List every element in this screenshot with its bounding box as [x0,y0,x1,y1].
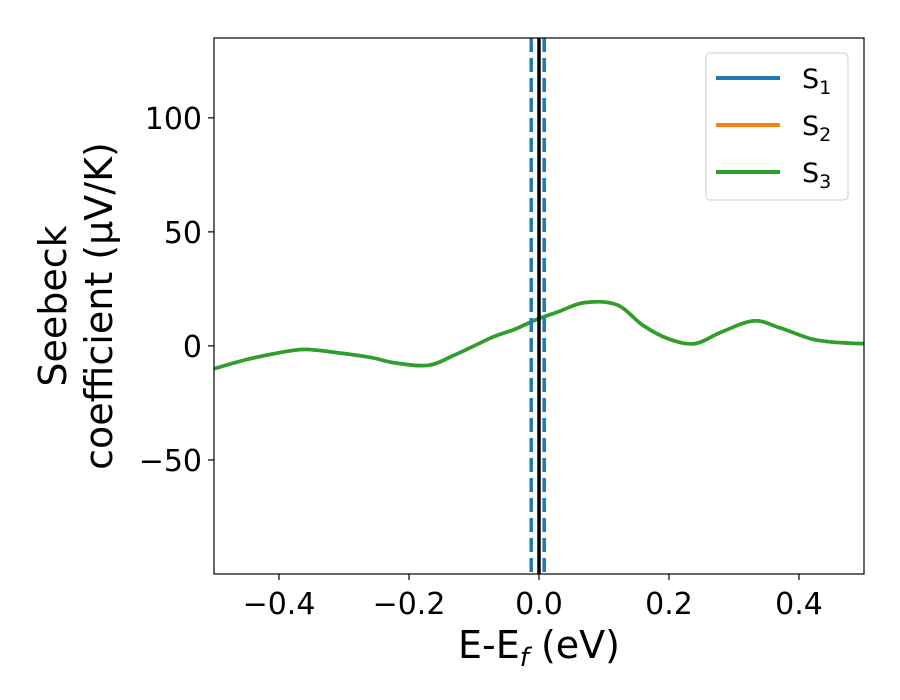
x-axis-label: E-Ef (eV) [458,623,620,673]
y-axis-ticks: −50 0 50 100 [139,102,214,479]
y-tick-label: 100 [145,102,202,137]
x-tick-label: 0.2 [645,587,693,622]
y-tick-label: 50 [164,216,202,251]
x-tick-label: 0.4 [775,587,823,622]
legend-entry-label: S3 [802,158,831,193]
legend: S1 S2 S3 [705,52,849,201]
legend-entry-label: S1 [802,64,831,99]
y-axis-label-line2: coefficient (μV/K) [77,142,121,470]
x-axis-ticks: −0.4 −0.2 0.0 0.2 0.4 [243,574,823,622]
y-axis-label-line1: Seebeck [31,225,75,386]
y-tick-label: 0 [183,330,202,365]
x-tick-label: 0.0 [515,587,563,622]
legend-entry-label: S2 [802,111,831,146]
x-tick-label: −0.4 [243,587,316,622]
y-tick-label: −50 [139,444,202,479]
plot-lines [213,38,865,574]
x-tick-label: −0.2 [373,587,446,622]
